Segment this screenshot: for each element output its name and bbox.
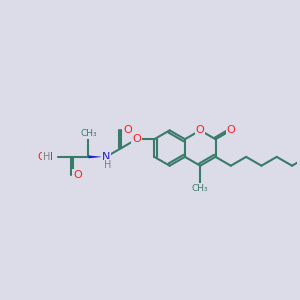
Text: CH₃: CH₃ (192, 184, 208, 193)
Text: CH₃: CH₃ (80, 129, 97, 138)
Text: O: O (132, 134, 141, 144)
Text: O: O (124, 125, 133, 135)
Text: O: O (196, 125, 205, 135)
Polygon shape (88, 155, 103, 158)
Text: N: N (102, 152, 110, 162)
Text: O: O (226, 125, 235, 135)
Text: H: H (104, 160, 112, 170)
Text: H: H (43, 152, 50, 162)
Text: O: O (73, 169, 82, 179)
Text: OH: OH (38, 152, 53, 162)
